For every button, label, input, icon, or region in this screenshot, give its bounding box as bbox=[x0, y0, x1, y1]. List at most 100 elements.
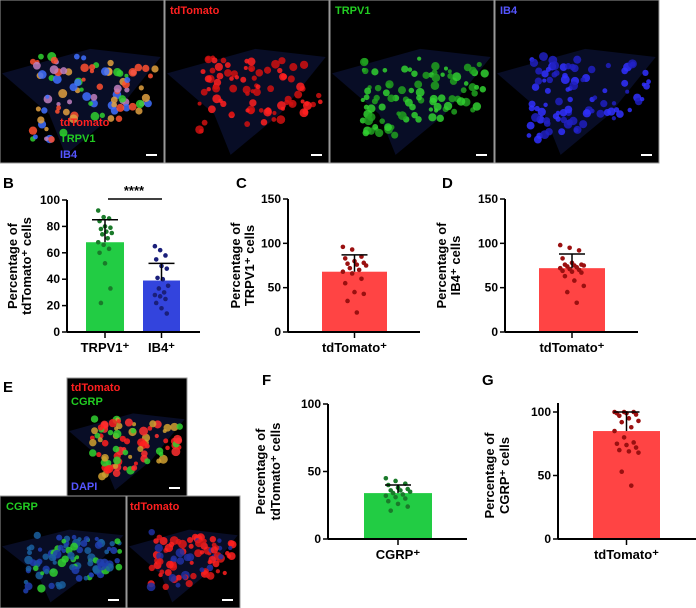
cell bbox=[163, 423, 172, 432]
cell bbox=[130, 427, 137, 434]
data-point bbox=[628, 483, 634, 488]
cell bbox=[646, 79, 651, 85]
data-point bbox=[400, 492, 406, 497]
cell bbox=[114, 538, 121, 545]
cell bbox=[175, 548, 185, 558]
cell bbox=[531, 83, 540, 91]
cell bbox=[408, 87, 415, 94]
data-point bbox=[560, 268, 565, 274]
cell bbox=[114, 426, 119, 431]
y-tick-label: 0 bbox=[314, 532, 321, 546]
panel-e-tdtomato: tdTomato bbox=[126, 495, 241, 608]
cell bbox=[194, 549, 203, 558]
cell bbox=[433, 102, 442, 111]
cell bbox=[428, 107, 434, 112]
cell bbox=[84, 547, 92, 555]
y-axis-label: Percentage of bbox=[434, 222, 449, 309]
cell bbox=[94, 536, 99, 542]
chart-f: CGRP⁺ 0 50 100 Percentage of tdTomato⁺ cells bbox=[253, 397, 467, 562]
cell bbox=[550, 61, 560, 71]
cell bbox=[217, 538, 222, 543]
cell bbox=[229, 111, 235, 117]
cell bbox=[141, 93, 150, 102]
cell bbox=[382, 89, 390, 97]
cell bbox=[277, 101, 286, 110]
cell bbox=[156, 558, 164, 566]
cell bbox=[185, 580, 193, 588]
cell bbox=[205, 573, 211, 579]
cell bbox=[61, 538, 67, 544]
y-tick-label: 0 bbox=[491, 325, 498, 339]
cell bbox=[430, 81, 440, 90]
cell bbox=[175, 582, 181, 588]
cell bbox=[582, 109, 592, 118]
cell bbox=[36, 558, 43, 565]
cell bbox=[124, 418, 133, 427]
cell bbox=[205, 56, 210, 61]
cell bbox=[212, 84, 221, 93]
cell bbox=[544, 87, 551, 94]
cell bbox=[128, 102, 137, 111]
data-point bbox=[407, 489, 413, 495]
cell bbox=[255, 84, 261, 90]
cell bbox=[56, 101, 61, 107]
data-point bbox=[581, 263, 587, 268]
cell bbox=[175, 574, 182, 581]
data-point bbox=[163, 296, 168, 302]
y-tick-label: 60 bbox=[47, 246, 61, 260]
data-point bbox=[564, 289, 570, 295]
data-point bbox=[105, 235, 111, 241]
cell bbox=[164, 543, 174, 553]
data-point bbox=[157, 247, 163, 253]
y-axis-label: TRPV1⁺ cells bbox=[242, 225, 257, 306]
data-point bbox=[579, 270, 584, 275]
cell bbox=[642, 69, 649, 76]
y-axis-label: Percentage of bbox=[228, 222, 243, 309]
cell bbox=[200, 69, 206, 75]
cell bbox=[411, 111, 418, 119]
cell bbox=[41, 107, 48, 114]
data-point bbox=[161, 290, 167, 295]
cell bbox=[113, 429, 122, 439]
cell bbox=[42, 553, 49, 560]
cell bbox=[417, 56, 422, 61]
cell bbox=[75, 555, 80, 560]
cell bbox=[122, 466, 128, 471]
cell bbox=[190, 572, 197, 580]
bar-0 bbox=[86, 242, 124, 332]
cell bbox=[38, 53, 44, 60]
data-point bbox=[159, 305, 164, 311]
cell bbox=[187, 536, 194, 544]
cell bbox=[25, 565, 32, 572]
data-point bbox=[359, 276, 364, 282]
scale-bar bbox=[146, 154, 157, 156]
scale-bar bbox=[476, 154, 487, 156]
data-point bbox=[361, 291, 367, 297]
cell bbox=[411, 70, 418, 77]
cell bbox=[590, 108, 595, 114]
cell bbox=[104, 549, 110, 555]
scale-bar bbox=[169, 487, 180, 489]
cell bbox=[147, 426, 153, 431]
cell bbox=[115, 563, 123, 571]
cell bbox=[542, 117, 551, 125]
cell bbox=[45, 94, 50, 99]
cell bbox=[147, 73, 153, 79]
cell bbox=[115, 115, 123, 122]
cell bbox=[276, 115, 286, 124]
cell bbox=[249, 67, 254, 72]
cell bbox=[249, 99, 257, 107]
cell bbox=[545, 127, 553, 136]
cell bbox=[103, 466, 112, 474]
cell bbox=[244, 121, 251, 127]
cell bbox=[32, 61, 41, 70]
cell bbox=[409, 103, 416, 111]
cell bbox=[228, 545, 233, 551]
panel-label-a: A bbox=[3, 5, 14, 22]
cell bbox=[164, 569, 172, 577]
cell bbox=[44, 136, 49, 142]
cell bbox=[534, 77, 542, 85]
cell bbox=[81, 77, 86, 82]
cell bbox=[49, 65, 59, 75]
